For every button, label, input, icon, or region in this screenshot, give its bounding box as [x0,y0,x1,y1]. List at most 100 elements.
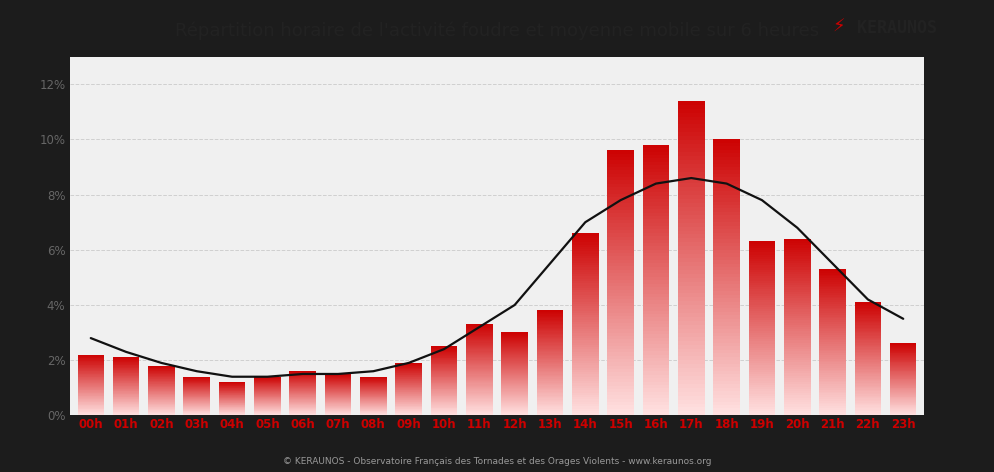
Bar [890,407,916,408]
Bar [360,388,387,389]
Bar [430,414,457,415]
Bar [148,380,175,381]
Bar [819,298,846,300]
Bar [607,220,634,223]
Bar [501,376,528,377]
Bar [430,373,457,374]
Bar [748,335,775,337]
Text: © KERAUNOS - Observatoire Français des Tornades et des Orages Violents - www.ker: © KERAUNOS - Observatoire Français des T… [282,457,712,466]
Bar [254,408,280,409]
Bar [78,371,104,372]
Bar [855,407,881,408]
Bar [430,384,457,385]
Bar [184,405,210,406]
Bar [643,405,669,409]
Bar [748,400,775,402]
Bar [855,328,881,329]
Bar [607,379,634,382]
Bar [607,296,634,299]
Bar [360,386,387,387]
Bar [396,405,421,406]
Bar [643,395,669,398]
Bar [537,413,564,414]
Bar [537,388,564,389]
Bar [501,348,528,349]
Bar [678,109,705,113]
Bar [396,399,421,400]
Bar [254,388,280,389]
Bar [325,413,351,414]
Bar [325,402,351,403]
Bar [748,387,775,389]
Bar [643,243,669,246]
Bar [573,283,598,286]
Bar [325,398,351,399]
Bar [219,413,246,414]
Bar [855,336,881,337]
Bar [289,413,316,414]
Bar [573,322,598,324]
Bar [784,280,810,283]
Bar [714,339,740,343]
Bar [643,209,669,212]
Bar [78,360,104,361]
Bar [113,378,139,379]
Bar [573,236,598,238]
Bar [184,389,210,390]
Bar [890,370,916,371]
Bar [466,405,493,406]
Bar [748,348,775,350]
Bar [678,317,705,321]
Bar [573,395,598,397]
Bar [607,386,634,389]
Bar [748,354,775,357]
Bar [714,270,740,274]
Bar [148,372,175,373]
Bar [360,407,387,408]
Bar [325,385,351,386]
Bar [855,386,881,387]
Bar [784,364,810,367]
Bar [607,336,634,339]
Bar [819,338,846,340]
Bar [289,390,316,391]
Bar [537,379,564,380]
Bar [78,385,104,386]
Bar [325,396,351,397]
Bar [714,181,740,184]
Bar [501,402,528,403]
Bar [678,183,705,187]
Bar [537,355,564,356]
Bar [396,367,421,368]
Bar [78,391,104,392]
Bar [537,311,564,312]
Bar [855,377,881,379]
Bar [289,414,316,415]
Bar [148,396,175,397]
Bar [573,244,598,247]
Bar [501,364,528,366]
Bar [573,411,598,413]
Bar [855,384,881,386]
Bar [219,407,246,408]
Bar [573,347,598,349]
Bar [113,367,139,368]
Bar [78,377,104,378]
Bar [113,385,139,386]
Bar [855,410,881,411]
Bar [855,374,881,376]
Bar [678,392,705,396]
Bar [573,365,598,368]
Bar [643,195,669,199]
Bar [537,314,564,316]
Bar [714,205,740,209]
Bar [819,335,846,337]
Bar [537,313,564,314]
Bar [890,351,916,352]
Bar [855,329,881,330]
Bar [643,253,669,256]
Bar [607,362,634,366]
Bar [113,381,139,382]
Bar [78,413,104,414]
Bar [78,377,104,378]
